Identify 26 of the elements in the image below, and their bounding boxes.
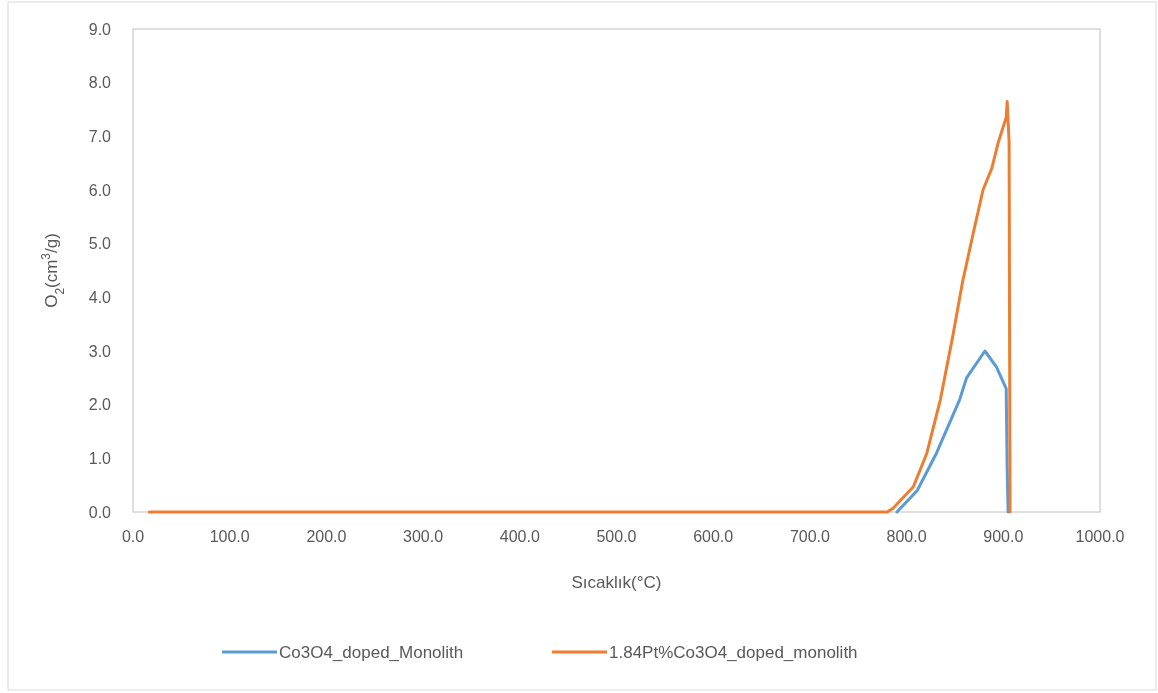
x-tick-label: 300.0 [403,528,444,545]
x-tick-label: 800.0 [886,528,927,545]
x-axis-title: Sıcaklık(°C) [571,573,662,592]
line-series [895,349,1010,514]
x-tick-label: 900.0 [983,528,1024,545]
x-tick-label: 500.0 [596,528,637,545]
x-tick-label: 1000.0 [1075,528,1125,545]
y-tick-label: 7.0 [88,127,112,145]
legend-label: 1.84Pt%Co3O4_doped_monolith [609,642,858,662]
y-tick-label: 5.0 [88,235,112,253]
y-tick-label: 2.0 [88,396,112,414]
y-tick-label: 4.0 [88,288,112,306]
line-series [147,99,1012,514]
x-tick-label: 100.0 [209,528,250,545]
x-tick-label: 400.0 [499,528,540,545]
y-tick-label: 1.0 [88,449,112,467]
legend-label: Co3O4_doped_Monolith [279,642,464,662]
x-tick-label: 700.0 [789,528,831,545]
x-tick-label: 600.0 [693,528,734,545]
y-tick-label: 8.0 [88,74,112,92]
x-tick-label: 0.0 [121,528,145,545]
y-tick-label: 0.0 [88,503,112,521]
y-tick-label: 6.0 [88,181,112,199]
y-tick-label: 3.0 [88,342,112,360]
y-tick-label: 9.0 [88,20,112,38]
x-tick-label: 200.0 [306,528,347,545]
